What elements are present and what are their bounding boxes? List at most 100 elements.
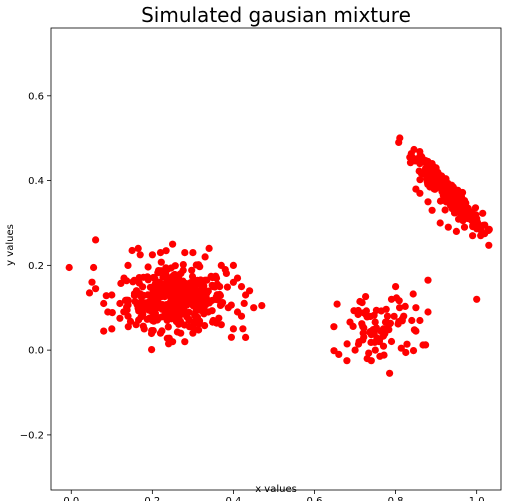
data-point: [120, 274, 128, 282]
points-layer: [65, 134, 493, 377]
y-tick-label: 0.0: [28, 346, 44, 357]
data-point: [134, 244, 142, 252]
data-point: [163, 334, 171, 342]
data-point: [237, 283, 246, 291]
data-point: [201, 276, 209, 284]
data-point: [383, 318, 391, 326]
data-point: [185, 315, 193, 323]
data-point: [124, 261, 132, 269]
data-point: [401, 302, 409, 310]
data-point: [177, 329, 185, 337]
data-point: [394, 320, 402, 328]
data-point: [390, 312, 398, 320]
data-point: [169, 240, 177, 248]
data-point: [181, 249, 189, 257]
data-point: [85, 289, 94, 297]
data-point: [90, 263, 98, 272]
data-point: [432, 164, 440, 172]
y-axis-label: y values: [5, 224, 16, 266]
data-point: [485, 241, 493, 249]
data-point: [164, 302, 172, 310]
data-point: [108, 325, 116, 333]
data-point: [162, 312, 170, 320]
data-point: [409, 347, 418, 355]
data-point: [359, 329, 367, 337]
data-point: [165, 340, 173, 348]
data-point: [178, 278, 186, 287]
data-point: [424, 308, 432, 316]
data-point: [459, 188, 467, 197]
data-point: [116, 314, 124, 322]
data-point: [163, 274, 171, 282]
data-point: [343, 357, 351, 365]
data-point: [148, 316, 156, 325]
data-point: [477, 226, 485, 235]
data-point: [246, 287, 254, 295]
data-point: [403, 340, 411, 348]
data-point: [409, 290, 417, 298]
data-point: [424, 198, 432, 206]
data-point: [350, 307, 358, 315]
data-point: [130, 276, 138, 284]
data-point: [436, 219, 444, 227]
data-point: [162, 247, 170, 255]
data-point: [149, 327, 157, 335]
data-point: [396, 304, 404, 312]
data-point: [153, 286, 162, 294]
data-point: [444, 223, 452, 231]
data-point: [174, 307, 182, 315]
data-point: [209, 316, 217, 325]
data-point: [240, 299, 248, 307]
data-point: [460, 223, 469, 231]
data-point: [164, 323, 172, 331]
data-point: [233, 308, 242, 316]
data-point: [196, 263, 204, 271]
data-point: [392, 283, 400, 291]
data-point: [481, 221, 489, 229]
data-point: [188, 272, 197, 281]
data-point: [121, 296, 130, 304]
data-point: [360, 324, 368, 332]
chart-title: Simulated gausian mixture: [141, 3, 411, 27]
data-point: [355, 338, 363, 346]
data-point: [371, 318, 379, 326]
data-point: [428, 206, 436, 214]
data-point: [387, 295, 396, 303]
x-tick-label: 0.0: [63, 496, 79, 501]
data-point: [229, 261, 237, 269]
data-point: [136, 251, 144, 259]
data-point: [387, 337, 396, 346]
data-point: [108, 291, 116, 299]
data-point: [205, 244, 213, 252]
data-point: [371, 346, 379, 354]
data-point: [88, 278, 96, 286]
data-point: [124, 323, 132, 331]
data-point: [420, 170, 428, 178]
data-point: [180, 310, 188, 318]
data-point: [207, 272, 215, 280]
data-point: [424, 276, 432, 284]
data-point: [365, 349, 373, 357]
data-point: [188, 266, 196, 274]
data-point: [406, 153, 414, 161]
data-point: [132, 321, 140, 329]
y-tick-label: 0.6: [28, 91, 44, 102]
data-point: [395, 297, 403, 305]
data-point: [102, 292, 110, 300]
data-point: [330, 323, 338, 331]
data-point: [221, 266, 229, 274]
data-point: [195, 326, 203, 334]
data-point: [367, 357, 375, 365]
data-point: [190, 278, 198, 286]
data-point: [211, 283, 219, 291]
y-tick-label: −0.2: [20, 430, 44, 441]
data-point: [416, 148, 424, 156]
data-point: [151, 280, 159, 288]
data-point: [435, 179, 444, 187]
data-point: [140, 325, 148, 333]
data-point: [459, 197, 467, 205]
data-point: [333, 300, 341, 308]
data-point: [156, 249, 165, 257]
data-point: [223, 283, 231, 291]
